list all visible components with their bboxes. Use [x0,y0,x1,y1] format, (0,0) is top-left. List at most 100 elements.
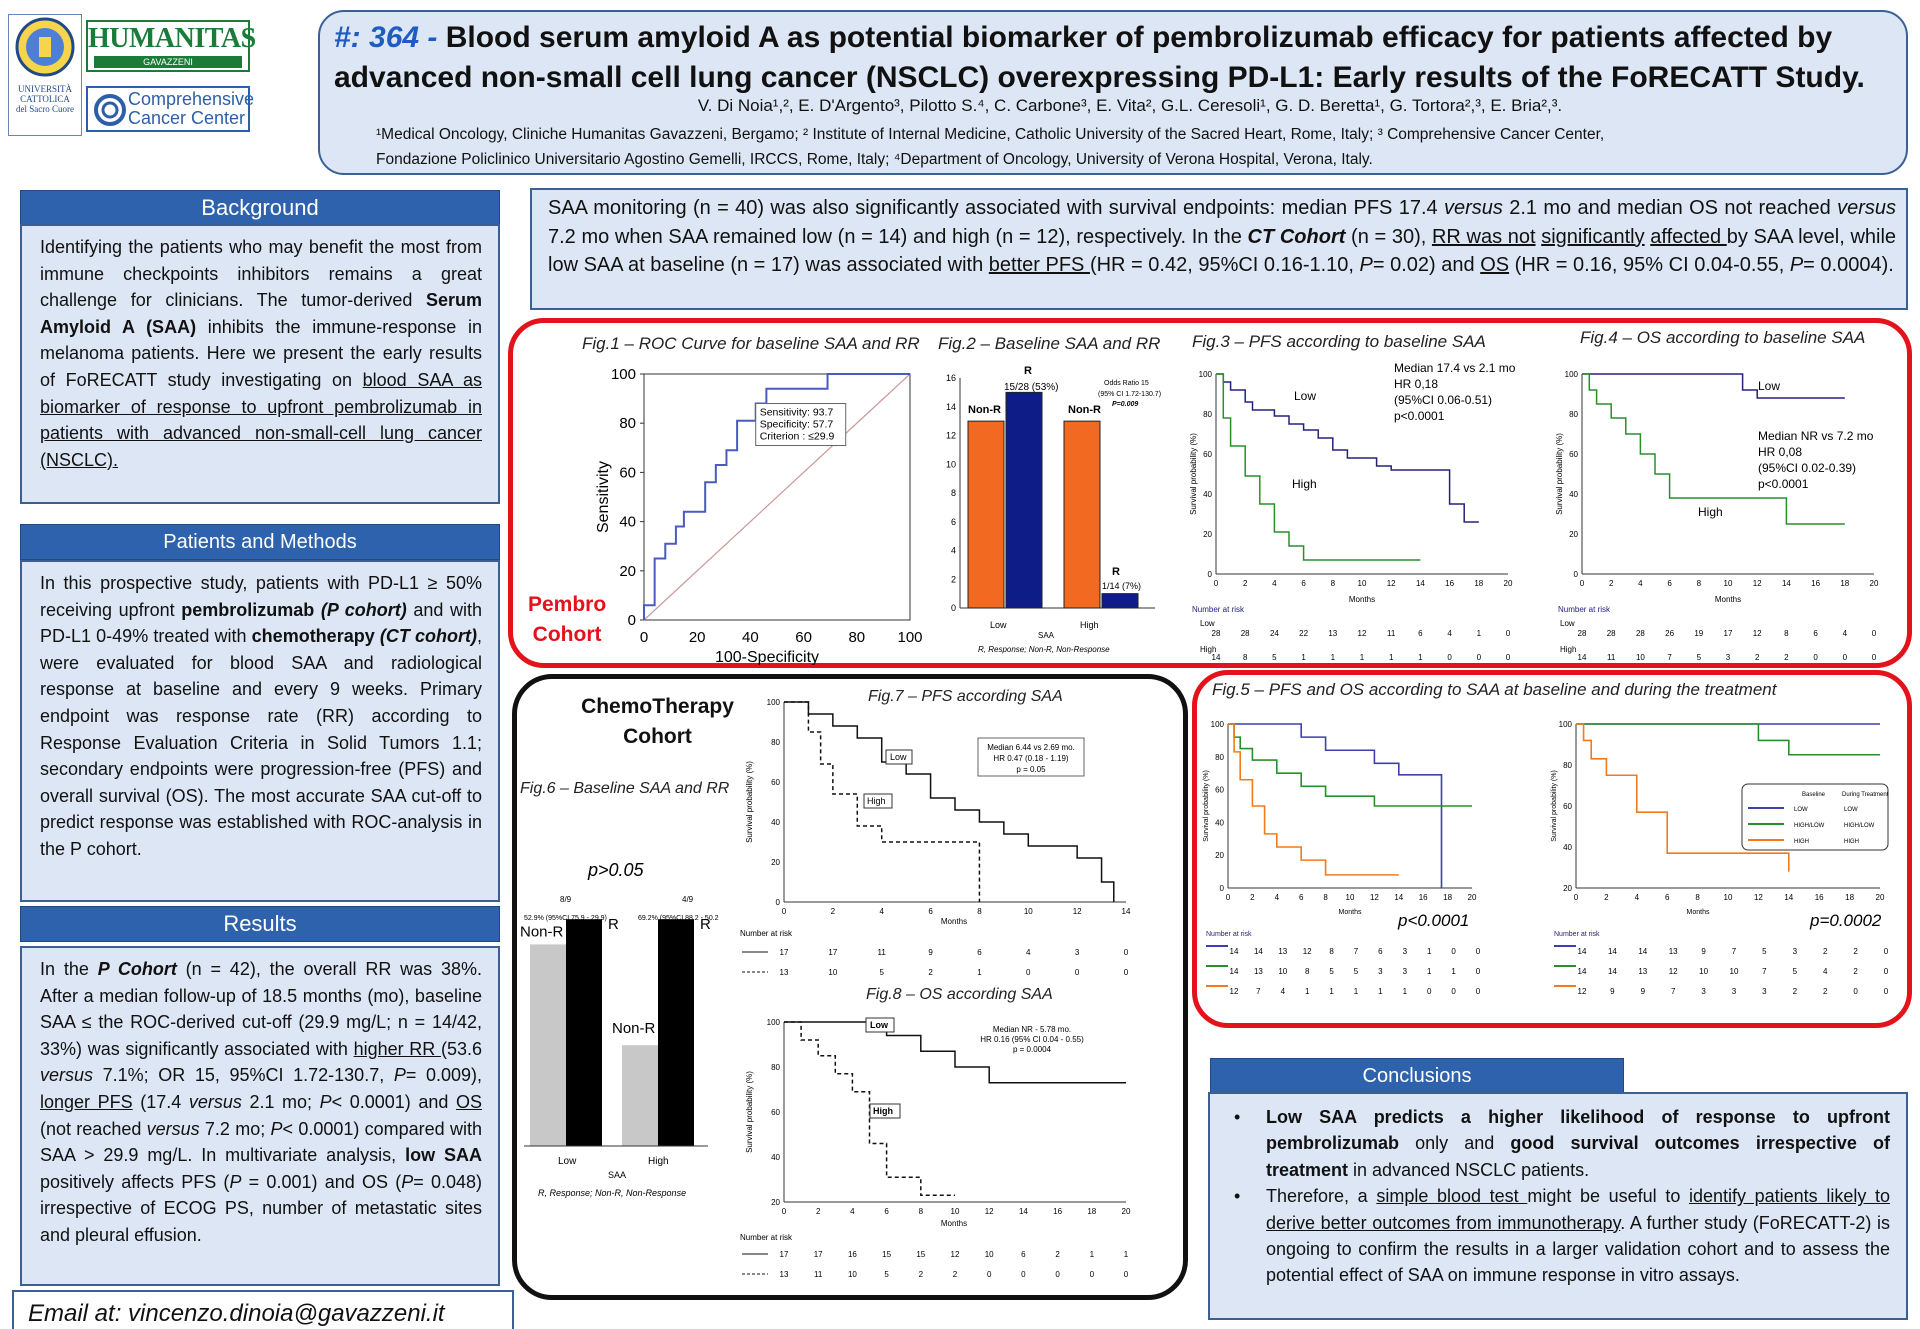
km-ytick: 60 [1215,786,1224,795]
fig2-ytick: 2 [951,574,956,584]
f5a-g-risk-value: 3 [1403,947,1408,956]
km-xtick: 16 [1815,893,1824,902]
fig3-risk-low: 4 [1447,629,1452,638]
fig6-bar-r-high [658,919,694,1146]
km-xtick: 6 [1667,579,1672,588]
fig5-legend-a: LOW [1794,807,1808,813]
roc-xtick: 60 [795,629,812,646]
roc-xtick: 40 [742,629,759,646]
saa-monitoring-box: SAA monitoring (n = 40) was also signifi… [530,188,1908,310]
chemo-title: ChemoTherapy Cohort [581,695,734,748]
f5a-g-risk-value: 0 [1427,987,1432,996]
fig3-risk-title: Number at risk [1192,605,1245,614]
roc-ytick: 80 [619,415,636,432]
km-xtick: 8 [977,907,982,916]
roc-ylabel: Sensitivity [595,461,612,533]
seal-icon [15,17,75,77]
km-xtick: 0 [1574,893,1579,902]
km-xtick: 12 [1370,893,1379,902]
km-xtick: 18 [1474,579,1483,588]
fig8-risk-low: 12 [951,1250,960,1259]
km-xtick: 0 [782,907,787,916]
f5b-g-risk-value: 14 [1638,947,1647,956]
fig8-low-curve [784,1021,1126,1084]
f5b-g-risk-value: 10 [1730,967,1739,976]
f5a-g-risk-title: Number at risk [1206,931,1252,938]
f5b-g-risk-value: 2 [1793,987,1798,996]
fig7-risk-low: 4 [1026,948,1031,957]
km-xtick: 8 [1331,579,1336,588]
f5b-g-risk-value: 12 [1669,967,1678,976]
fig4-risk-high: 2 [1755,653,1760,662]
km-ytick: 40 [1563,843,1572,852]
f5b-g-risk-value: 5 [1762,947,1767,956]
fig6-bar-chart: p>0.05 8/9 4/9 52.9% (95%CI 75.9 - 29.9) 69.… [520,860,719,1198]
fig8-risk-high: 0 [1055,1270,1060,1279]
roc-diagonal [643,373,911,621]
km-xtick: 14 [1782,579,1791,588]
f5b-g-risk-value: 7 [1671,987,1676,996]
fig4-risk-low: 26 [1665,629,1674,638]
fig3-risk-high: 0 [1477,653,1482,662]
header-box [318,10,1908,175]
fig8-risk-low: 16 [848,1250,857,1259]
km-xtick: 14 [1122,907,1131,916]
fig6-pct2: 69.2% (95%CI 88.2 - 50.2 [638,915,719,922]
fig4-low-label: Low [1758,379,1780,393]
km-xtick: 14 [1416,579,1425,588]
authors: V. Di Noia¹,², E. D'Argento³, Pilotto S.… [697,96,1563,115]
km-xtick: 2 [831,907,836,916]
km-xtick: 4 [1275,893,1280,902]
fig4-xlabel: Months [1715,595,1741,604]
fig3-risk-high: 8 [1243,653,1248,662]
fig2-ytick: 12 [946,431,956,441]
fig6-nonr-low: Non-R [520,923,564,940]
f5b-g-risk-value: 9 [1610,987,1615,996]
fig5-legend-base: Baseline [1802,792,1826,798]
fig4-risk-high: 10 [1636,653,1645,662]
fig5-legend-b: HIGH/LOW [1844,823,1875,829]
f5a-g-risk-value: 1 [1427,947,1432,956]
km-xtick: 14 [1019,1207,1028,1216]
fig3-risk-low: 22 [1299,629,1308,638]
km-xtick: 6 [1299,893,1304,902]
fig3-risk-high: 1 [1389,653,1394,662]
fig2-ytick: 0 [951,603,956,613]
fig7-risk-low: 9 [928,948,933,957]
f5b-g-risk-value: 7 [1762,967,1767,976]
fig2-bar-nonr [1063,420,1101,609]
ccc-ring-icon [94,94,126,126]
fig3-annot: (95%CI 0.06-0.51) [1394,393,1492,407]
km-xtick: 20 [1870,579,1879,588]
km-xtick: 18 [1845,893,1854,902]
f5b-g-risk-value: 14 [1578,947,1587,956]
f5a-g-risk-value: 7 [1354,947,1359,956]
km-xtick: 18 [1840,579,1849,588]
fig8-risk-low: 6 [1021,1250,1026,1259]
fig4-risk-high: 0 [1872,653,1877,662]
km-xtick: 8 [1695,893,1700,902]
fig4-risk-high: 0 [1813,653,1818,662]
f5a-g-risk-value: 3 [1403,967,1408,976]
km-xtick: 12 [1073,907,1082,916]
f5a-g-risk-value: 12 [1303,947,1312,956]
fig2-low: Low [990,620,1007,630]
fig2-nonr-high: Non-R [1068,404,1101,416]
f5b-g-risk-value: 2 [1853,967,1858,976]
fig4-ylabel: Survival probability (%) [1555,433,1564,515]
fig3-risk-high: 0 [1506,653,1511,662]
f5b-g-risk-value: 9 [1701,947,1706,956]
fig7-low-box [885,749,913,765]
km-ytick: 100 [767,698,781,707]
f5b-g-risk-value: 0 [1884,987,1889,996]
f5b-g-risk-value: 14 [1608,967,1617,976]
fig8-risk-low: 17 [814,1250,823,1259]
f5a-g-risk-value: 1 [1329,987,1334,996]
fig8-risk-high: 0 [1090,1270,1095,1279]
km-ytick: 80 [1203,410,1212,419]
km-xtick: 12 [1753,579,1762,588]
km-xtick: 12 [1387,579,1396,588]
fig6-bar-nonr-low [530,944,566,1146]
